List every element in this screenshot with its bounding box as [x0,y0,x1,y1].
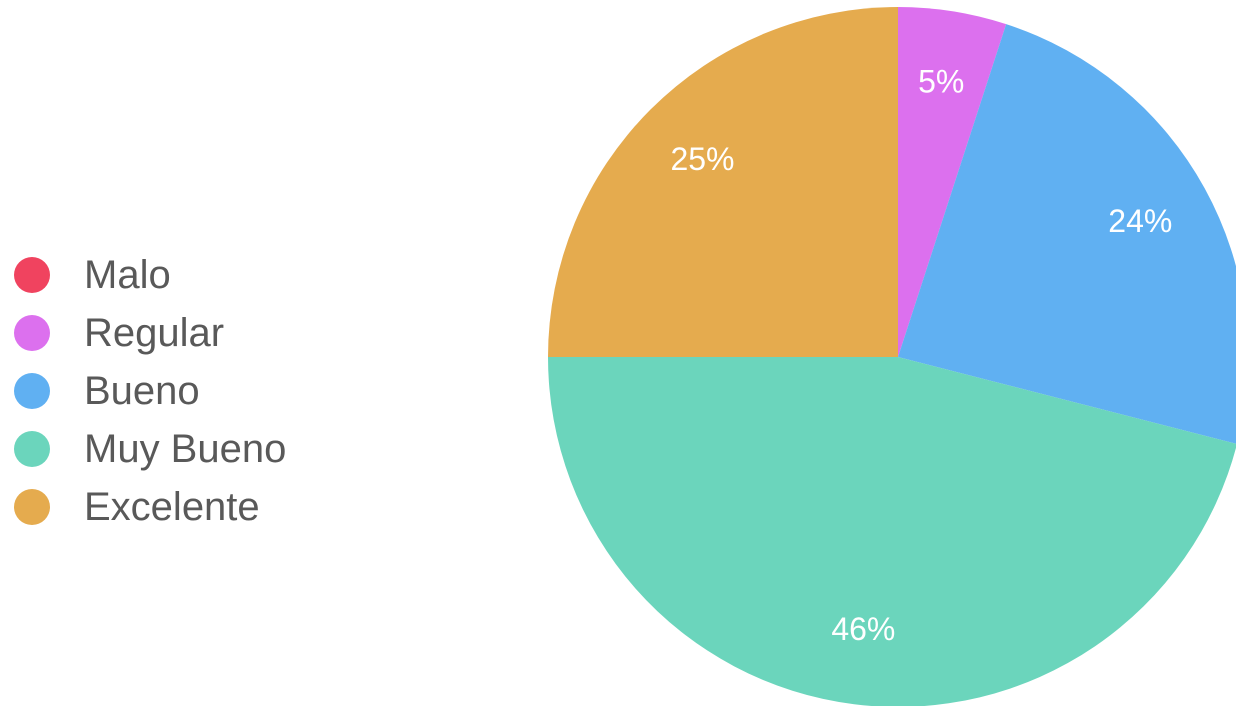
legend-label-regular: Regular [84,311,225,355]
legend-label-malo: Malo [84,253,171,297]
slice-label-bueno: 24% [1108,203,1172,239]
legend-swatch-muy-bueno [14,431,50,467]
legend-swatch-regular [14,315,50,351]
legend-label-excelente: Excelente [84,485,260,529]
slice-label-regular: 5% [918,63,964,99]
pie-slice-bueno [898,24,1236,444]
chart-legend: Malo Regular Bueno Muy Bueno Excelente [14,246,286,536]
legend-item-excelente: Excelente [14,478,286,536]
legend-item-malo: Malo [14,246,286,304]
legend-item-regular: Regular [14,304,286,362]
legend-swatch-malo [14,257,50,293]
legend-label-muy-bueno: Muy Bueno [84,427,287,471]
slice-label-muy-bueno: 46% [831,611,895,647]
legend-label-bueno: Bueno [84,369,200,413]
pie-slice-regular [898,7,1007,357]
legend-item-muy-bueno: Muy Bueno [14,420,286,478]
pie-slice-muy-bueno [548,357,1236,706]
legend-swatch-excelente [14,489,50,525]
pie-slice-excelente [548,7,898,357]
legend-swatch-bueno [14,373,50,409]
slice-label-excelente: 25% [670,141,734,177]
legend-item-bueno: Bueno [14,362,286,420]
